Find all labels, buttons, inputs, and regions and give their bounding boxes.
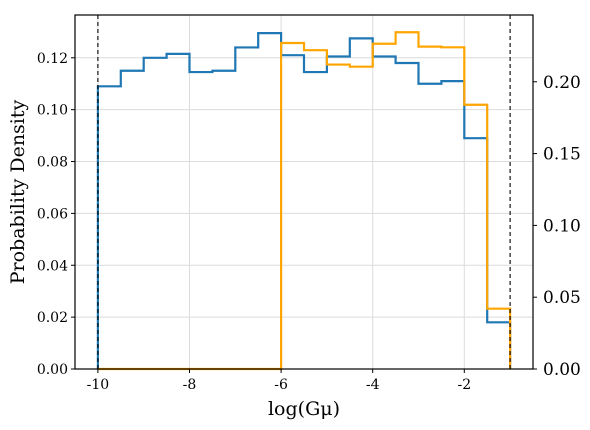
y-left-tick-label: 0.12 <box>37 51 68 67</box>
histogram-series-left <box>96 32 512 369</box>
y-right-tick-label: 0.10 <box>543 216 581 236</box>
y-left-tick-label: 0.10 <box>37 103 68 119</box>
x-tick-label: -10 <box>87 377 110 393</box>
x-tick-label: -8 <box>183 377 197 393</box>
x-tick-label: -4 <box>366 377 380 393</box>
y-right-tick-label: 0.20 <box>543 73 581 93</box>
x-tick-label: -6 <box>274 377 288 393</box>
y-right-tick-label: 0.05 <box>543 288 581 308</box>
y-left-tick-label: 0.02 <box>37 310 68 326</box>
ticks: -10 -8 -6 -4 -2 0.00 0.02 0.04 0.06 0.08 0.10 0.12 0… <box>37 51 581 393</box>
y-right-tick-label: 0.00 <box>543 360 581 380</box>
axes-frame <box>74 14 534 370</box>
y-left-tick-label: 0.00 <box>37 362 68 378</box>
reference-lines <box>97 15 511 369</box>
y-right-tick-label: 0.15 <box>543 145 581 165</box>
x-tick-label: -2 <box>457 377 471 393</box>
y-left-tick-label: 0.06 <box>37 206 68 222</box>
plot-area <box>96 31 512 371</box>
y-left-tick-label: 0.08 <box>37 155 68 171</box>
x-axis-label: log(Gμ) <box>268 398 340 420</box>
y-axis-label: Probability Density <box>7 99 29 284</box>
histogram-series-right <box>97 31 512 371</box>
y-left-tick-label: 0.04 <box>37 258 68 274</box>
